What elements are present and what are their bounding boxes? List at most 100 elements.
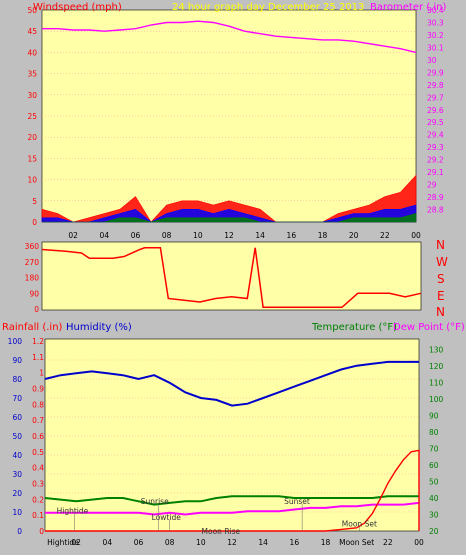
barometer-tick-label: 29.2: [427, 156, 444, 165]
wind-x-tick-label: 04: [100, 231, 110, 240]
direction-y-tick-label: 0: [34, 305, 39, 314]
temperature-y-tick-label: 130: [429, 345, 444, 354]
humidity-y-tick-label: 10: [12, 508, 22, 517]
wind-y-tick-label: 50: [27, 6, 37, 15]
barometer-tick-label: 29.9: [427, 68, 444, 77]
temperature-y-tick-label: 70: [429, 444, 439, 453]
wind-y-tick-label: 35: [27, 70, 37, 79]
temperature-y-tick-label: 30: [429, 510, 439, 519]
barometer-tick-label: 29.5: [427, 118, 444, 127]
wind-x-tick-label: 22: [380, 231, 390, 240]
wind-y-tick-label: 40: [27, 48, 37, 57]
wind-x-tick-label: 18: [318, 231, 328, 240]
wind-x-tick-label: 00: [411, 231, 421, 240]
annotation-label: Moon Rise: [202, 527, 241, 536]
bottom-x-tick-label: 14: [258, 538, 268, 547]
humidity-y-tick-label: 30: [12, 470, 22, 479]
barometer-tick-label: 30.1: [427, 43, 444, 52]
direction-y-tick-label: 360: [25, 242, 40, 251]
rainfall-y-tick-label: 1.2: [32, 337, 44, 346]
temperature-y-tick-label: 80: [429, 428, 439, 437]
humidity-y-tick-label: 70: [12, 394, 22, 403]
wind-y-tick-label: 0: [32, 218, 37, 227]
direction-y-tick-label: 180: [25, 274, 40, 283]
rainfall-y-tick-label: 0.3: [32, 480, 44, 489]
wind-y-tick-label: 20: [27, 133, 37, 142]
barometer-tick-label: 28.9: [427, 193, 444, 202]
rainfall-y-tick-label: 1: [39, 369, 44, 378]
humidity-y-tick-label: 0: [17, 527, 22, 536]
dewpoint-label: Dew Point (°F): [393, 322, 465, 333]
annotation-label: Sunrise: [141, 497, 169, 506]
rainfall-y-tick-label: 0.4: [32, 464, 44, 473]
barometer-tick-label: 29.4: [427, 131, 444, 140]
rainfall-y-tick-label: 0.2: [32, 495, 44, 504]
temperature-y-tick-label: 40: [429, 494, 439, 503]
temperature-y-tick-label: 100: [429, 395, 444, 404]
wind-x-tick-label: 08: [162, 231, 172, 240]
direction-y-tick-label: 270: [25, 258, 40, 267]
rainfall-y-tick-label: 0.8: [32, 400, 44, 409]
bottom-x-tick-label: 12: [227, 538, 237, 547]
rainfall-y-tick-label: 0.7: [32, 416, 44, 425]
humidity-y-tick-label: 40: [12, 451, 22, 460]
wind-x-tick-label: 20: [349, 231, 359, 240]
rainfall-line: [45, 449, 420, 532]
rainfall-y-tick-label: 0.1: [32, 511, 44, 520]
rainfall-y-tick-label: 0: [39, 527, 44, 536]
humidity-y-tick-label: 80: [12, 375, 22, 384]
compass-label-n-bottom: N: [436, 305, 445, 319]
barometer-tick-label: 30.3: [427, 18, 444, 27]
wind-x-tick-label: 06: [131, 231, 141, 240]
chart-title: 24 hour graph day December 25 2013: [172, 2, 364, 13]
annotation-label: Sunset: [284, 497, 310, 506]
wind-direction-axes: 0 90 180 270 360: [25, 242, 40, 314]
bottom-x-tick-label: 00: [414, 538, 424, 547]
temperature-y-tick-label: 60: [429, 461, 439, 470]
temperature-label: Temperature (°F): [311, 322, 397, 333]
barometer-tick-label: 29.7: [427, 93, 444, 102]
bottom-x-tick-label: 22: [383, 538, 393, 547]
barometer-tick-label: 28.8: [427, 206, 444, 215]
humidity-y-tick-label: 60: [12, 413, 22, 422]
rainfall-y-tick-label: 0.6: [32, 432, 44, 441]
annotation-label: Moon Set: [342, 519, 377, 528]
wind-x-tick-label: 14: [255, 231, 265, 240]
humidity-temp-plot-area: [44, 338, 420, 532]
barometer-tick-label: 29.1: [427, 168, 444, 177]
humidity-label: Humidity (%): [66, 322, 132, 333]
wind-y-tick-label: 15: [27, 154, 37, 163]
tide-sun-annotations: Hightide Sunrise Lowtide Moon Rise Sunset Moo…: [57, 497, 377, 536]
humidity-y-tick-label: 100: [8, 337, 23, 346]
wind-minimum-area: [42, 213, 417, 223]
annotation-label: Hightide: [57, 507, 89, 516]
compass-label-s: S: [437, 272, 445, 286]
wind-y-tick-label: 45: [27, 27, 37, 36]
temperature-y-tick-label: 20: [429, 527, 439, 536]
wind-y-tick-label: 5: [32, 197, 37, 206]
bottom-x-tick-label: Hightide: [47, 538, 79, 547]
wind-x-tick-label: 16: [287, 231, 297, 240]
bottom-x-tick-label: 08: [165, 538, 175, 547]
direction-y-tick-label: 90: [29, 289, 39, 298]
wind-y-tick-label: 30: [27, 91, 37, 100]
wind-direction-plot-area: [41, 241, 422, 311]
humidity-y-tick-label: 90: [12, 356, 22, 365]
humidity-line: [44, 360, 419, 407]
wind-direction-series: [41, 247, 422, 309]
temperature-y-tick-label: 110: [429, 378, 444, 387]
bottom-x-tick-label: 02: [71, 538, 81, 547]
rainfall-label: Rainfall (.in): [2, 322, 63, 333]
bottom-x-tick-label: 06: [134, 538, 144, 547]
wind-direction-line: [41, 247, 422, 309]
temperature-line: [44, 495, 419, 506]
annotation-label: Lowtide: [152, 513, 182, 522]
dewpoint-line: [45, 501, 420, 516]
rainfall-y-tick-label: 0.9: [32, 385, 44, 394]
barometer-tick-label: 30.4: [427, 6, 444, 15]
wind-barometer-series: [41, 20, 417, 223]
temperature-y-tick-label: 120: [429, 362, 444, 371]
bottom-x-tick-label: 04: [103, 538, 113, 547]
